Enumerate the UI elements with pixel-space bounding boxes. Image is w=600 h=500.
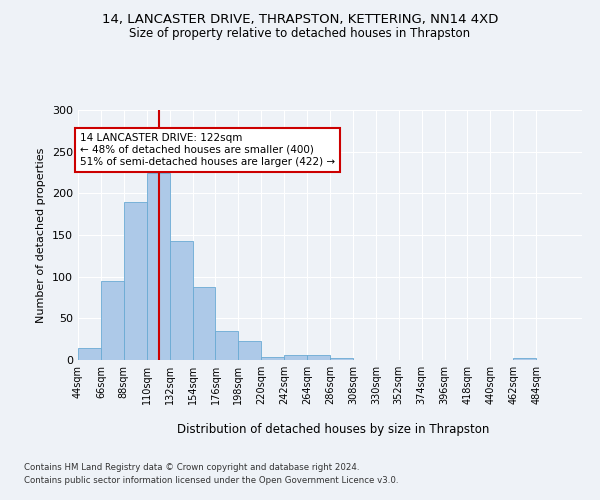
Text: Distribution of detached houses by size in Thrapston: Distribution of detached houses by size … (177, 422, 489, 436)
Bar (261, 356, 284, 360)
Text: Contains HM Land Registry data © Crown copyright and database right 2024.: Contains HM Land Registry data © Crown c… (24, 464, 359, 472)
Bar (78, 348, 101, 360)
Text: Contains public sector information licensed under the Open Government Licence v3: Contains public sector information licen… (24, 476, 398, 485)
Bar (513, 358, 536, 360)
Bar (215, 331, 238, 360)
Y-axis label: Number of detached properties: Number of detached properties (37, 148, 46, 322)
Bar (124, 202, 147, 360)
Bar (193, 286, 215, 360)
Bar (170, 241, 193, 360)
Bar (284, 355, 307, 360)
Bar (307, 355, 330, 360)
Text: Size of property relative to detached houses in Thrapston: Size of property relative to detached ho… (130, 28, 470, 40)
Bar (101, 281, 124, 360)
Bar (238, 341, 261, 360)
Text: 14 LANCASTER DRIVE: 122sqm
← 48% of detached houses are smaller (400)
51% of sem: 14 LANCASTER DRIVE: 122sqm ← 48% of deta… (80, 134, 335, 166)
Bar (330, 358, 353, 360)
Text: 14, LANCASTER DRIVE, THRAPSTON, KETTERING, NN14 4XD: 14, LANCASTER DRIVE, THRAPSTON, KETTERIN… (102, 12, 498, 26)
Bar (147, 174, 170, 360)
